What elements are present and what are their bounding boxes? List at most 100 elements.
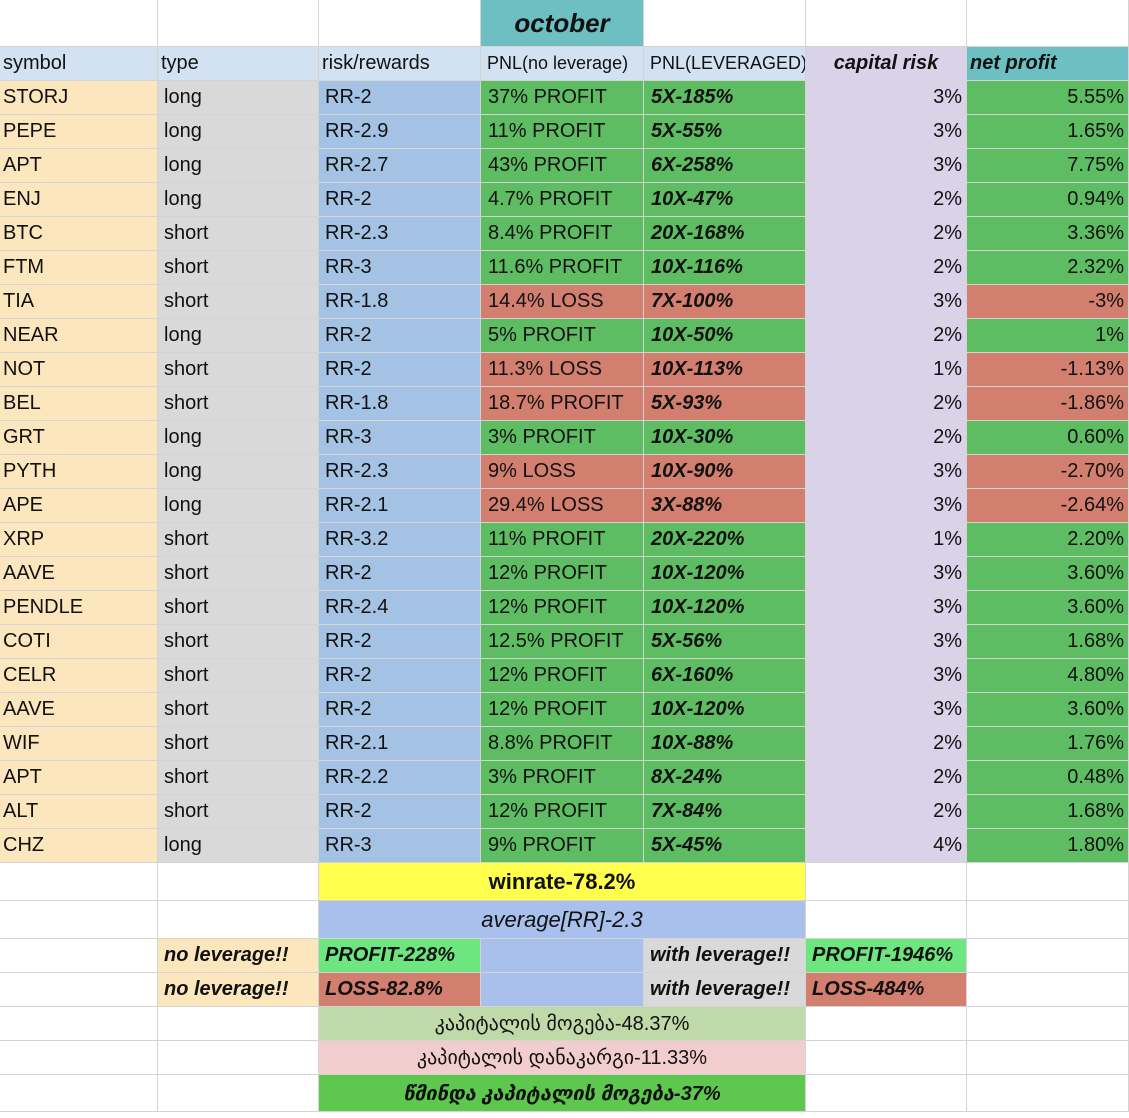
empty-cell[interactable] <box>481 973 644 1007</box>
symbol-cell[interactable]: AAVE <box>0 693 158 727</box>
type-cell[interactable]: long <box>158 489 319 523</box>
header-symbol[interactable]: symbol <box>0 47 158 81</box>
capital-risk-cell[interactable]: 2% <box>806 761 967 795</box>
net-profit-cell[interactable]: 3.60% <box>967 591 1129 625</box>
risk-rewards-cell[interactable]: RR-3.2 <box>319 523 481 557</box>
net-profit-cell[interactable]: -2.64% <box>967 489 1129 523</box>
pnl-leveraged-cell[interactable]: 7X-84% <box>644 795 806 829</box>
pnl-cell[interactable]: 3% PROFIT <box>481 421 644 455</box>
capital-risk-cell[interactable]: 3% <box>806 489 967 523</box>
empty-cell[interactable] <box>806 1075 967 1112</box>
capital-risk-cell[interactable]: 3% <box>806 455 967 489</box>
pnl-cell[interactable]: 37% PROFIT <box>481 81 644 115</box>
type-cell[interactable]: long <box>158 421 319 455</box>
pnl-leveraged-cell[interactable]: 5X-93% <box>644 387 806 421</box>
pnl-leveraged-cell[interactable]: 10X-30% <box>644 421 806 455</box>
pnl-leveraged-cell[interactable]: 10X-90% <box>644 455 806 489</box>
pnl-cell[interactable]: 9% PROFIT <box>481 829 644 863</box>
pnl-cell[interactable]: 12% PROFIT <box>481 557 644 591</box>
empty-cell[interactable] <box>806 0 967 47</box>
net-profit-cell[interactable]: 2.32% <box>967 251 1129 285</box>
loss-leveraged-cell[interactable]: LOSS-484% <box>806 973 967 1007</box>
pnl-leveraged-cell[interactable]: 7X-100% <box>644 285 806 319</box>
net-profit-cell[interactable]: 3.60% <box>967 693 1129 727</box>
risk-rewards-cell[interactable]: RR-2.1 <box>319 727 481 761</box>
net-profit-cell[interactable]: 5.55% <box>967 81 1129 115</box>
type-cell[interactable]: short <box>158 217 319 251</box>
empty-cell[interactable] <box>967 901 1129 939</box>
with-leverage-label[interactable]: with leverage!! <box>644 939 806 973</box>
empty-cell[interactable] <box>158 1007 319 1041</box>
pnl-cell[interactable]: 12% PROFIT <box>481 591 644 625</box>
pnl-leveraged-cell[interactable]: 5X-45% <box>644 829 806 863</box>
empty-cell[interactable] <box>967 0 1129 47</box>
pnl-leveraged-cell[interactable]: 10X-120% <box>644 693 806 727</box>
pnl-leveraged-cell[interactable]: 3X-88% <box>644 489 806 523</box>
empty-cell[interactable] <box>0 973 158 1007</box>
type-cell[interactable]: long <box>158 455 319 489</box>
pnl-cell[interactable]: 11.3% LOSS <box>481 353 644 387</box>
pnl-cell[interactable]: 11% PROFIT <box>481 523 644 557</box>
pnl-cell[interactable]: 8.4% PROFIT <box>481 217 644 251</box>
type-cell[interactable]: long <box>158 319 319 353</box>
symbol-cell[interactable]: PENDLE <box>0 591 158 625</box>
empty-cell[interactable] <box>319 0 481 47</box>
risk-rewards-cell[interactable]: RR-2 <box>319 319 481 353</box>
type-cell[interactable]: long <box>158 149 319 183</box>
header-pnl-leveraged[interactable]: PNL(LEVERAGED) <box>644 47 806 81</box>
risk-rewards-cell[interactable]: RR-2 <box>319 659 481 693</box>
average-rr-cell[interactable]: average[RR]-2.3 <box>319 901 806 939</box>
pnl-leveraged-cell[interactable]: 5X-55% <box>644 115 806 149</box>
header-type[interactable]: type <box>158 47 319 81</box>
risk-rewards-cell[interactable]: RR-2.7 <box>319 149 481 183</box>
type-cell[interactable]: short <box>158 353 319 387</box>
net-profit-cell[interactable]: 1.76% <box>967 727 1129 761</box>
empty-cell[interactable] <box>0 1075 158 1112</box>
symbol-cell[interactable]: WIF <box>0 727 158 761</box>
empty-cell[interactable] <box>481 939 644 973</box>
pnl-leveraged-cell[interactable]: 10X-50% <box>644 319 806 353</box>
type-cell[interactable]: short <box>158 591 319 625</box>
symbol-cell[interactable]: AAVE <box>0 557 158 591</box>
net-profit-cell[interactable]: 1.65% <box>967 115 1129 149</box>
empty-cell[interactable] <box>0 901 158 939</box>
capital-risk-cell[interactable]: 3% <box>806 115 967 149</box>
symbol-cell[interactable]: APT <box>0 149 158 183</box>
symbol-cell[interactable]: STORJ <box>0 81 158 115</box>
pnl-leveraged-cell[interactable]: 10X-88% <box>644 727 806 761</box>
type-cell[interactable]: short <box>158 387 319 421</box>
empty-cell[interactable] <box>967 1075 1129 1112</box>
risk-rewards-cell[interactable]: RR-2 <box>319 353 481 387</box>
pnl-cell[interactable]: 9% LOSS <box>481 455 644 489</box>
risk-rewards-cell[interactable]: RR-2.3 <box>319 217 481 251</box>
symbol-cell[interactable]: BTC <box>0 217 158 251</box>
empty-cell[interactable] <box>806 863 967 901</box>
capital-risk-cell[interactable]: 1% <box>806 523 967 557</box>
type-cell[interactable]: short <box>158 625 319 659</box>
header-net-profit[interactable]: net profit <box>967 47 1129 81</box>
winrate-cell[interactable]: winrate-78.2% <box>319 863 806 901</box>
pnl-leveraged-cell[interactable]: 10X-116% <box>644 251 806 285</box>
risk-rewards-cell[interactable]: RR-3 <box>319 829 481 863</box>
risk-rewards-cell[interactable]: RR-2 <box>319 795 481 829</box>
pnl-cell[interactable]: 12% PROFIT <box>481 659 644 693</box>
empty-cell[interactable] <box>967 939 1129 973</box>
symbol-cell[interactable]: APT <box>0 761 158 795</box>
symbol-cell[interactable]: PYTH <box>0 455 158 489</box>
type-cell[interactable]: short <box>158 659 319 693</box>
type-cell[interactable]: short <box>158 795 319 829</box>
pnl-cell[interactable]: 43% PROFIT <box>481 149 644 183</box>
symbol-cell[interactable]: NOT <box>0 353 158 387</box>
risk-rewards-cell[interactable]: RR-3 <box>319 421 481 455</box>
symbol-cell[interactable]: COTI <box>0 625 158 659</box>
loss-no-leverage-cell[interactable]: LOSS-82.8% <box>319 973 481 1007</box>
type-cell[interactable]: short <box>158 523 319 557</box>
symbol-cell[interactable]: ALT <box>0 795 158 829</box>
net-profit-cell[interactable]: 0.94% <box>967 183 1129 217</box>
risk-rewards-cell[interactable]: RR-2 <box>319 693 481 727</box>
symbol-cell[interactable]: ENJ <box>0 183 158 217</box>
empty-cell[interactable] <box>967 1041 1129 1075</box>
empty-cell[interactable] <box>158 901 319 939</box>
no-leverage-label[interactable]: no leverage!! <box>158 973 319 1007</box>
risk-rewards-cell[interactable]: RR-3 <box>319 251 481 285</box>
